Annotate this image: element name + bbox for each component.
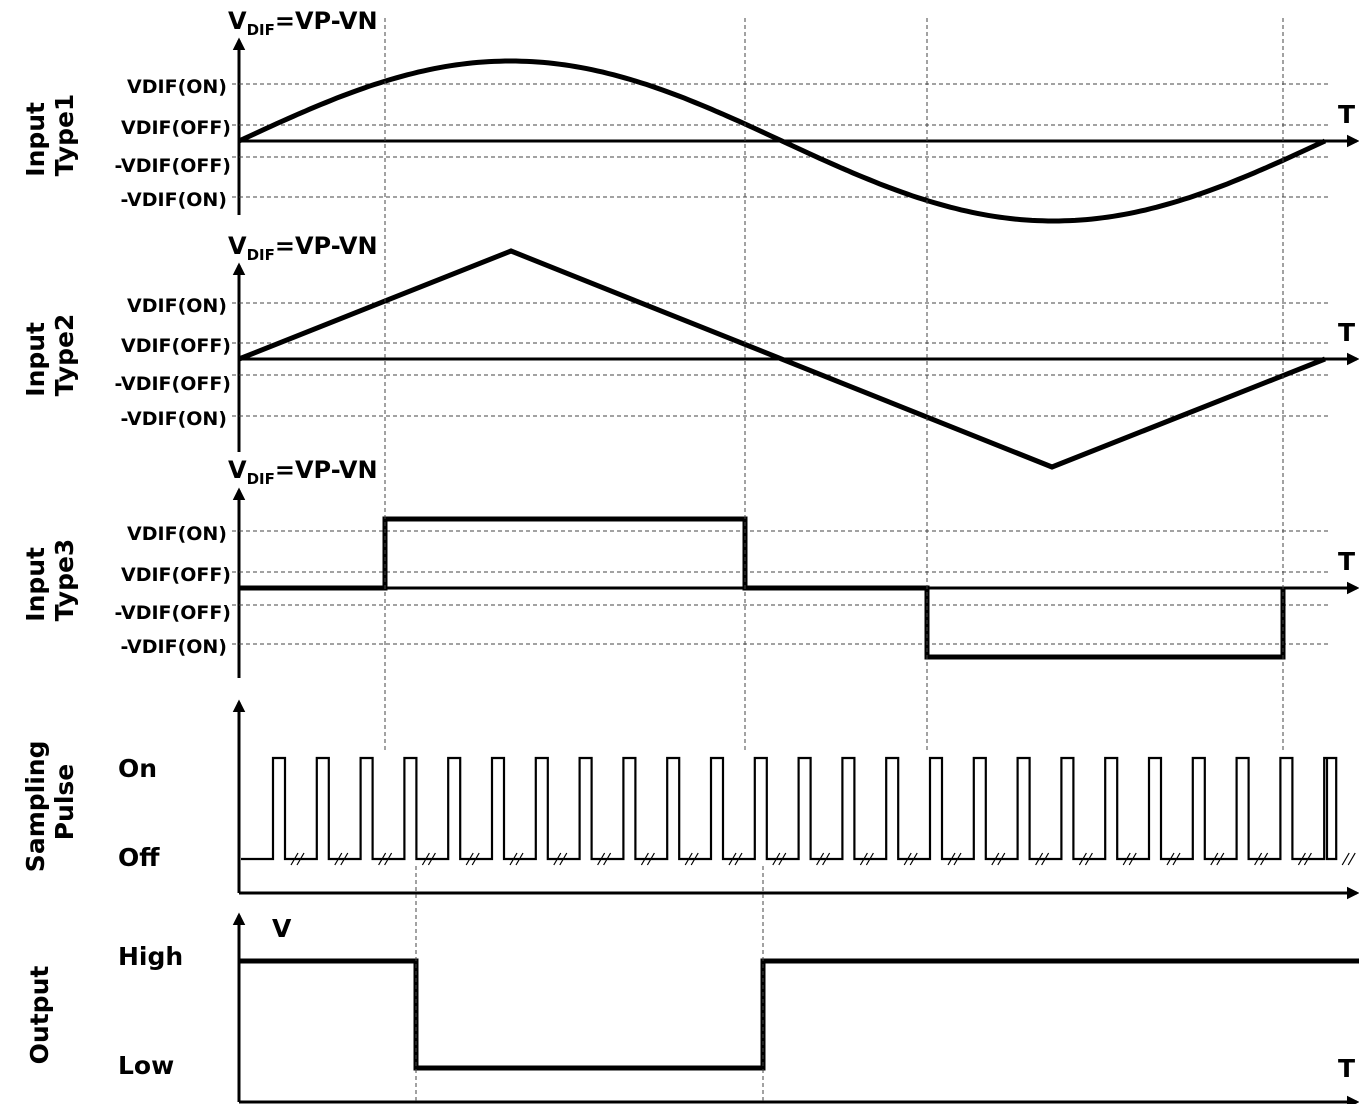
pulse-hatch-mark xyxy=(1078,852,1087,866)
pulse-hatch-mark xyxy=(1035,852,1044,866)
x-axis-label: T xyxy=(1338,318,1355,347)
panel-sampling-pulse: Sampling Pulse On Off xyxy=(21,699,1359,900)
pulse-hatch-mark xyxy=(427,852,436,866)
pulse-hatch-mark xyxy=(778,852,787,866)
pulse-hatch-mark xyxy=(296,852,305,866)
pulse-hatch-mark xyxy=(1341,852,1350,866)
level-label-neg-vdif-on: -VDIF(ON) xyxy=(121,636,227,658)
pulse-hatch-mark xyxy=(553,852,562,866)
low-label: Low xyxy=(118,1051,174,1080)
pulse-hatch-mark xyxy=(903,852,912,866)
pulse-hatch-mark xyxy=(1216,852,1225,866)
on-label: On xyxy=(118,754,157,783)
pulse-hatch-mark xyxy=(1303,852,1312,866)
pulse-hatch-mark xyxy=(1297,852,1306,866)
off-label: Off xyxy=(118,843,160,872)
level-label-vdif-off: VDIF(OFF) xyxy=(121,335,231,357)
pulse-hatch-mark xyxy=(859,852,868,866)
pulse-hatch-mark xyxy=(991,852,1000,866)
output-axis-label: V xyxy=(272,914,292,943)
pulse-hatch-mark xyxy=(640,852,649,866)
pulse-hatch-mark xyxy=(421,852,430,866)
pulse-hatch-mark xyxy=(465,852,474,866)
pulse-hatch-mark xyxy=(947,852,956,866)
x-axis-label: T xyxy=(1338,1054,1355,1083)
pulse-hatch-mark xyxy=(1122,852,1131,866)
y-axis-title: VDIF=VP-VN xyxy=(228,7,378,39)
triangle-waveform xyxy=(238,248,1326,470)
panel-input-type2: Input Type2 VDIF=VP-VN T VDIF(ON) VDIF(O… xyxy=(21,232,1359,470)
output-waveform xyxy=(239,958,1359,1071)
pulse-hatch-mark xyxy=(1210,852,1219,866)
pulse-hatch-mark xyxy=(909,852,918,866)
pulse-hatch-mark xyxy=(340,852,349,866)
panel-side-label: Input Type3 xyxy=(21,538,79,621)
pulse-hatch-mark xyxy=(1041,852,1050,866)
panel-side-label: Output xyxy=(25,966,54,1065)
pulse-hatch-mark xyxy=(1084,852,1093,866)
high-label: High xyxy=(118,942,183,971)
y-axis-title: VDIF=VP-VN xyxy=(228,456,378,488)
level-label-neg-vdif-off: -VDIF(OFF) xyxy=(114,373,231,395)
pulse-hatch-mark xyxy=(1347,852,1356,866)
pulse-hatch-mark xyxy=(334,852,343,866)
pulse-hatch-mark xyxy=(684,852,693,866)
pulse-hatch-mark xyxy=(1172,852,1181,866)
pulse-hatch-mark xyxy=(953,852,962,866)
pulse-hatch-mark xyxy=(603,852,612,866)
pulse-hatch-mark xyxy=(597,852,606,866)
panel-side-label: Input Type1 xyxy=(21,93,79,176)
sampling-pulse-train xyxy=(241,756,1338,861)
level-label-vdif-on: VDIF(ON) xyxy=(127,295,227,317)
timing-guide-lines xyxy=(384,18,1284,1104)
panel-input-type3: Input Type3 VDIF=VP-VN T VDIF(ON) VDIF(O… xyxy=(21,456,1359,678)
pulse-hatch-mark xyxy=(1260,852,1269,866)
level-label-neg-vdif-on: -VDIF(ON) xyxy=(121,408,227,430)
pulse-hatch-mark xyxy=(471,852,480,866)
pulse-hatch-mark xyxy=(997,852,1006,866)
pulse-hatch-mark xyxy=(384,852,393,866)
level-label-vdif-off: VDIF(OFF) xyxy=(121,117,231,139)
y-axis-title: VDIF=VP-VN xyxy=(228,232,378,264)
level-label-vdif-off: VDIF(OFF) xyxy=(121,564,231,586)
panel-output: Output High Low V T xyxy=(25,912,1359,1104)
pulse-hatch-mark xyxy=(1166,852,1175,866)
pulse-hatch-mark xyxy=(690,852,699,866)
pulse-hatch-mark xyxy=(734,852,743,866)
pulse-hatch-mark xyxy=(378,852,387,866)
pulse-hatch-mark xyxy=(646,852,655,866)
panel-side-label: Sampling Pulse xyxy=(21,732,79,872)
pulse-hatch-mark xyxy=(290,852,299,866)
pulse-hatch-mark xyxy=(509,852,518,866)
x-axis-label: T xyxy=(1338,100,1355,129)
pulse-hatch-mark xyxy=(822,852,831,866)
x-axis-label: T xyxy=(1338,547,1355,576)
level-label-neg-vdif-off: -VDIF(OFF) xyxy=(114,602,231,624)
pulse-hatch-mark xyxy=(515,852,524,866)
pulse-hatch-mark xyxy=(559,852,568,866)
panel-side-label: Input Type2 xyxy=(21,313,79,396)
pulse-hatch-mark xyxy=(772,852,781,866)
level-label-neg-vdif-on: -VDIF(ON) xyxy=(121,189,227,211)
pulse-hatch-mark xyxy=(728,852,737,866)
sine-waveform xyxy=(237,58,1327,224)
panel-input-type1: Input Type1 VDIF=VP-VN T VDIF(ON) VDIF(O… xyxy=(21,7,1359,224)
level-label-vdif-on: VDIF(ON) xyxy=(127,523,227,545)
level-label-vdif-on: VDIF(ON) xyxy=(127,76,227,98)
pulse-hatch-mark xyxy=(1254,852,1263,866)
level-label-neg-vdif-off: -VDIF(OFF) xyxy=(114,155,231,177)
pulse-hatch-marks xyxy=(290,852,1356,866)
pulse-hatch-mark xyxy=(816,852,825,866)
pulse-hatch-mark xyxy=(1128,852,1137,866)
pulse-hatch-mark xyxy=(865,852,874,866)
